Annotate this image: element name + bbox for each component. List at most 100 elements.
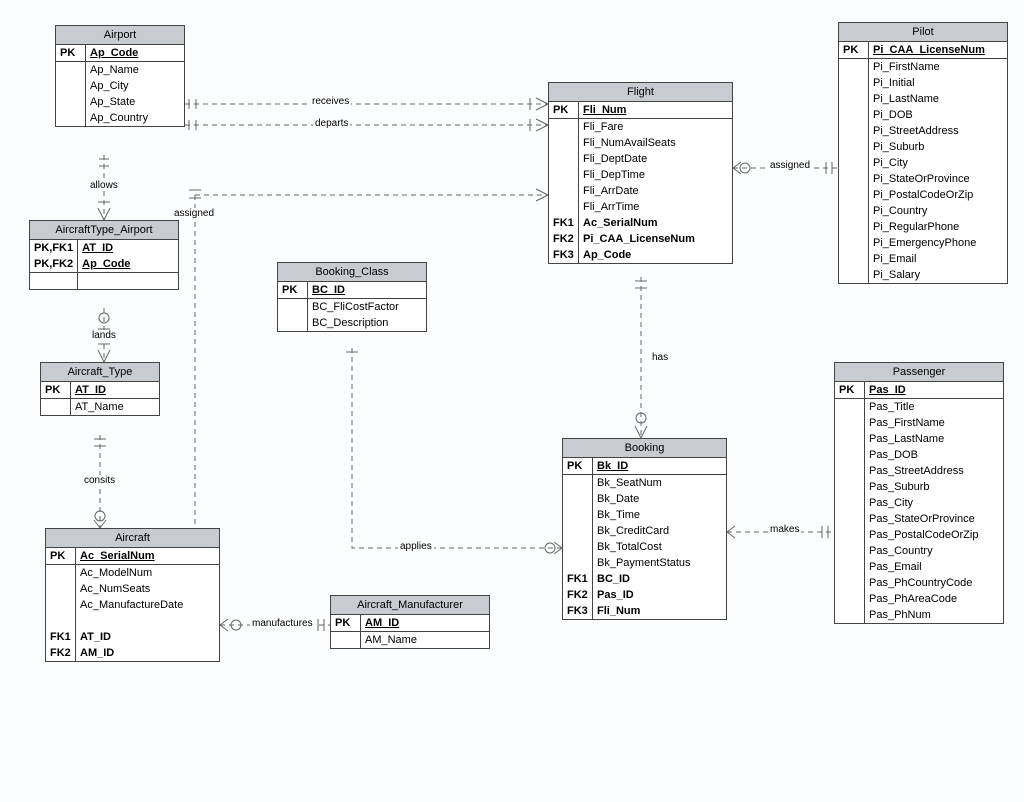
attr-cell: Bk_ID (593, 458, 726, 474)
entity-passenger: Passenger PK Pas_ID Pas_Title Pas_FirstN… (834, 362, 1004, 624)
key-cell: PK (839, 42, 868, 58)
attr-cell: Pas_FirstName (865, 415, 1003, 431)
key-cell: FK2 (46, 645, 75, 661)
entity-title: Aircraft_Manufacturer (331, 596, 489, 615)
attr-cell: Fli_ArrDate (579, 183, 732, 199)
attr-cell: Pas_ID (593, 587, 726, 603)
key-cell: PK (549, 102, 578, 118)
entity-title: Passenger (835, 363, 1003, 382)
attr-cell: Pi_City (869, 155, 1007, 171)
attr-cell: Ap_City (86, 78, 184, 94)
key-cell: PK (563, 458, 592, 474)
key-cell: PK (41, 382, 70, 398)
entity-title: AircraftType_Airport (30, 221, 178, 240)
entity-title: Flight (549, 83, 732, 102)
attr-cell: Pas_Suburb (865, 479, 1003, 495)
key-cell: PK (278, 282, 307, 298)
attr-cell: BC_Description (308, 315, 426, 331)
rel-applies: applies (398, 541, 434, 552)
attr-cell: Bk_CreditCard (593, 523, 726, 539)
key-cell: PK,FK2 (30, 256, 77, 272)
rel-allows: allows (88, 180, 120, 191)
entity-aircraft: Aircraft PK FK1 FK2 Ac_SerialNum Ac_Mode… (45, 528, 220, 662)
attr-cell: Fli_Num (593, 603, 726, 619)
key-cell: PK (46, 548, 75, 564)
attr-cell: Pas_PhAreaCode (865, 591, 1003, 607)
attr-cell: Fli_DeptDate (579, 151, 732, 167)
key-cell: FK3 (549, 247, 578, 263)
attr-cell: Pas_DOB (865, 447, 1003, 463)
rel-has: has (650, 352, 670, 363)
attr-cell: Ac_NumSeats (76, 581, 219, 597)
key-cell: FK1 (46, 629, 75, 645)
attr-cell: Pi_Initial (869, 75, 1007, 91)
attr-cell: Ac_ModelNum (76, 565, 219, 581)
attr-cell: BC_ID (593, 571, 726, 587)
attr-cell: Bk_SeatNum (593, 475, 726, 491)
attr-cell: Pas_ID (865, 382, 1003, 398)
attr-cell: Bk_Time (593, 507, 726, 523)
key-cell: FK1 (563, 571, 592, 587)
attr-cell: Ap_Name (86, 62, 184, 78)
rel-receives: receives (310, 96, 351, 107)
entity-pilot: Pilot PK Pi_CAA_LicenseNum Pi_FirstName … (838, 22, 1008, 284)
key-cell: PK (835, 382, 864, 398)
attr-cell: BC_FliCostFactor (308, 299, 426, 315)
attr-cell: Pas_PhNum (865, 607, 1003, 623)
attr-cell: AT_ID (76, 629, 219, 645)
attr-cell: Pas_PostalCodeOrZip (865, 527, 1003, 543)
entity-title: Booking_Class (278, 263, 426, 282)
rel-assigned2: assigned (768, 160, 812, 171)
attr-cell: Fli_ArrTime (579, 199, 732, 215)
attr-cell: Pi_EmergencyPhone (869, 235, 1007, 251)
attr-cell: Pi_Suburb (869, 139, 1007, 155)
attr-cell: Pi_Country (869, 203, 1007, 219)
attr-cell: Pi_StateOrProvince (869, 171, 1007, 187)
attr-cell: Pi_CAA_LicenseNum (579, 231, 732, 247)
entity-aircraft-type: Aircraft_Type PK AT_ID AT_Name (40, 362, 160, 416)
key-cell: FK2 (563, 587, 592, 603)
attr-cell: AM_Name (361, 632, 489, 648)
attr-cell: Ap_Code (86, 45, 184, 61)
attr-cell: Pi_Salary (869, 267, 1007, 283)
attr-cell: Pas_Email (865, 559, 1003, 575)
attr-cell: Pas_Title (865, 399, 1003, 415)
entity-title: Booking (563, 439, 726, 458)
entity-title: Pilot (839, 23, 1007, 42)
entity-title: Aircraft (46, 529, 219, 548)
attr-cell: Ac_ManufactureDate (76, 597, 219, 613)
attr-cell: Fli_Fare (579, 119, 732, 135)
attr-cell: Ap_Code (579, 247, 732, 263)
rel-consits: consits (82, 475, 117, 486)
attr-cell: Fli_DepTime (579, 167, 732, 183)
attr-cell: AT_ID (71, 382, 159, 398)
attr-cell: Pi_CAA_LicenseNum (869, 42, 1007, 58)
attr-cell: Bk_PaymentStatus (593, 555, 726, 571)
entity-aircrafttype-airport: AircraftType_Airport PK,FK1 PK,FK2 AT_ID… (29, 220, 179, 290)
attr-cell: Pas_PhCountryCode (865, 575, 1003, 591)
attr-cell: Pas_StreetAddress (865, 463, 1003, 479)
attr-cell: BC_ID (308, 282, 426, 298)
attr-cell: Pi_LastName (869, 91, 1007, 107)
attr-cell: Pi_DOB (869, 107, 1007, 123)
attr-cell: AM_ID (76, 645, 219, 661)
attr-cell: Pi_RegularPhone (869, 219, 1007, 235)
rel-departs: departs (313, 118, 350, 129)
key-cell: FK3 (563, 603, 592, 619)
entity-airport: Airport PK Ap_Code Ap_Name Ap_City Ap_St… (55, 25, 185, 127)
attr-cell: AT_Name (71, 399, 159, 415)
key-cell: PK (56, 45, 85, 61)
entity-title: Airport (56, 26, 184, 45)
key-cell: FK1 (549, 215, 578, 231)
rel-lands: lands (90, 330, 118, 341)
entity-aircraft-manufacturer: Aircraft_Manufacturer PK AM_ID AM_Name (330, 595, 490, 649)
key-cell: PK,FK1 (30, 240, 77, 256)
attr-cell: Ap_Code (78, 256, 178, 272)
attr-cell: Pas_Country (865, 543, 1003, 559)
attr-cell: Pi_StreetAddress (869, 123, 1007, 139)
attr-cell: Bk_TotalCost (593, 539, 726, 555)
attr-cell: Bk_Date (593, 491, 726, 507)
attr-cell: Pi_FirstName (869, 59, 1007, 75)
attr-cell: Ap_Country (86, 110, 184, 126)
entity-booking: Booking PK FK1 FK2 FK3 Bk_ID Bk_SeatNum … (562, 438, 727, 620)
